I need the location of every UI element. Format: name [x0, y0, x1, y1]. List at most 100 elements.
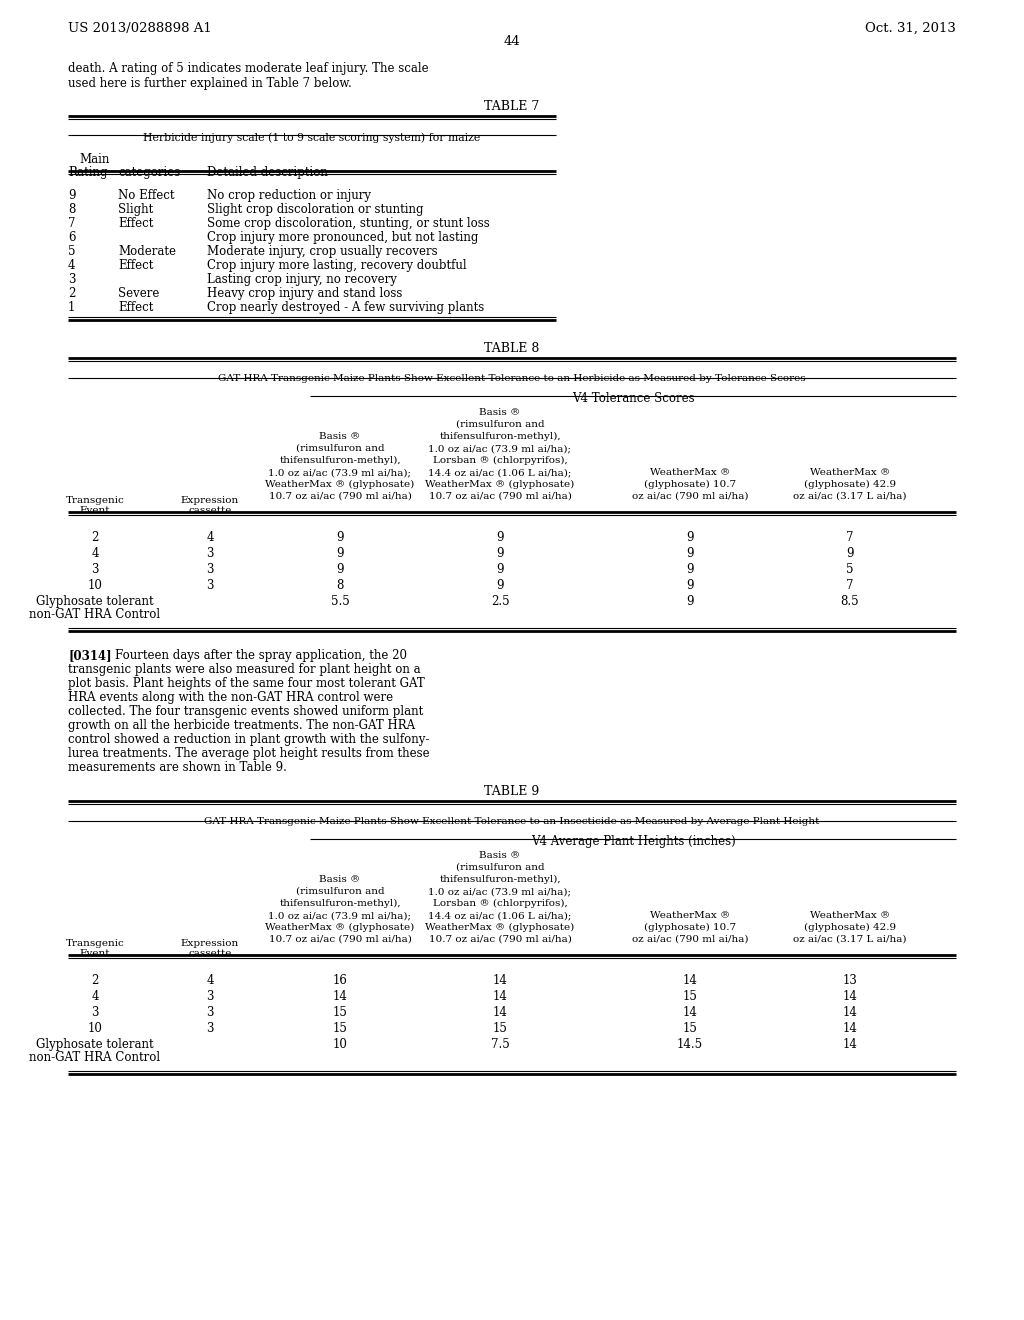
Text: 3: 3 [91, 564, 98, 576]
Text: 14: 14 [843, 990, 857, 1003]
Text: 13: 13 [843, 974, 857, 987]
Text: oz ai/ac (790 ml ai/ha): oz ai/ac (790 ml ai/ha) [632, 492, 749, 502]
Text: Basis ®: Basis ® [479, 851, 520, 861]
Text: thifensulfuron-methyl),: thifensulfuron-methyl), [439, 432, 561, 441]
Text: 3: 3 [206, 579, 214, 591]
Text: 10.7 oz ai/ac (790 ml ai/ha): 10.7 oz ai/ac (790 ml ai/ha) [268, 492, 412, 502]
Text: 7: 7 [68, 216, 76, 230]
Text: 1.0 oz ai/ac (73.9 ml ai/ha);: 1.0 oz ai/ac (73.9 ml ai/ha); [428, 444, 571, 453]
Text: cassette: cassette [188, 949, 231, 958]
Text: 14: 14 [683, 974, 697, 987]
Text: 15: 15 [333, 1006, 347, 1019]
Text: WeatherMax ® (glyphosate): WeatherMax ® (glyphosate) [425, 923, 574, 932]
Text: Crop injury more lasting, recovery doubtful: Crop injury more lasting, recovery doubt… [207, 259, 467, 272]
Text: Slight: Slight [118, 203, 154, 216]
Text: Some crop discoloration, stunting, or stunt loss: Some crop discoloration, stunting, or st… [207, 216, 489, 230]
Text: 44: 44 [504, 36, 520, 48]
Text: non-GAT HRA Control: non-GAT HRA Control [30, 1051, 161, 1064]
Text: 15: 15 [493, 1022, 508, 1035]
Text: Event: Event [80, 506, 111, 515]
Text: Fourteen days after the spray application, the 20: Fourteen days after the spray applicatio… [115, 649, 407, 663]
Text: 9: 9 [686, 579, 693, 591]
Text: thifensulfuron-methyl),: thifensulfuron-methyl), [439, 875, 561, 884]
Text: GAT HRA Transgenic Maize Plants Show Excellent Tolerance to an Herbicide as Meas: GAT HRA Transgenic Maize Plants Show Exc… [218, 374, 806, 383]
Text: 2: 2 [91, 974, 98, 987]
Text: 10.7 oz ai/ac (790 ml ai/ha): 10.7 oz ai/ac (790 ml ai/ha) [429, 492, 571, 502]
Text: 14.4 oz ai/ac (1.06 L ai/ha);: 14.4 oz ai/ac (1.06 L ai/ha); [428, 469, 571, 477]
Text: thifensulfuron-methyl),: thifensulfuron-methyl), [280, 899, 400, 908]
Text: US 2013/0288898 A1: US 2013/0288898 A1 [68, 22, 212, 36]
Text: Basis ®: Basis ® [479, 408, 520, 417]
Text: Expression: Expression [181, 939, 240, 948]
Text: WeatherMax ®: WeatherMax ® [650, 469, 730, 477]
Text: 14: 14 [843, 1038, 857, 1051]
Text: 14: 14 [333, 990, 347, 1003]
Text: WeatherMax ® (glyphosate): WeatherMax ® (glyphosate) [265, 923, 415, 932]
Text: control showed a reduction in plant growth with the sulfony-: control showed a reduction in plant grow… [68, 733, 429, 746]
Text: 14.5: 14.5 [677, 1038, 703, 1051]
Text: 9: 9 [497, 564, 504, 576]
Text: Transgenic: Transgenic [66, 496, 124, 506]
Text: (glyphosate) 10.7: (glyphosate) 10.7 [644, 923, 736, 932]
Text: TABLE 9: TABLE 9 [484, 785, 540, 799]
Text: Oct. 31, 2013: Oct. 31, 2013 [865, 22, 956, 36]
Text: 8.5: 8.5 [841, 595, 859, 609]
Text: No crop reduction or injury: No crop reduction or injury [207, 189, 371, 202]
Text: (glyphosate) 10.7: (glyphosate) 10.7 [644, 480, 736, 490]
Text: Transgenic: Transgenic [66, 939, 124, 948]
Text: Main: Main [80, 153, 111, 166]
Text: 5.5: 5.5 [331, 595, 349, 609]
Text: 15: 15 [683, 1022, 697, 1035]
Text: growth on all the herbicide treatments. The non-GAT HRA: growth on all the herbicide treatments. … [68, 719, 415, 733]
Text: 2.5: 2.5 [490, 595, 509, 609]
Text: 4: 4 [91, 990, 98, 1003]
Text: 7.5: 7.5 [490, 1038, 509, 1051]
Text: 16: 16 [333, 974, 347, 987]
Text: 9: 9 [686, 531, 693, 544]
Text: 3: 3 [91, 1006, 98, 1019]
Text: Lasting crop injury, no recovery: Lasting crop injury, no recovery [207, 273, 397, 286]
Text: No Effect: No Effect [118, 189, 174, 202]
Text: V4 Average Plant Heights (inches): V4 Average Plant Heights (inches) [530, 836, 735, 847]
Text: 9: 9 [846, 546, 854, 560]
Text: Heavy crop injury and stand loss: Heavy crop injury and stand loss [207, 286, 402, 300]
Text: 4: 4 [91, 546, 98, 560]
Text: 3: 3 [68, 273, 76, 286]
Text: 14: 14 [493, 1006, 508, 1019]
Text: 6: 6 [68, 231, 76, 244]
Text: HRA events along with the non-GAT HRA control were: HRA events along with the non-GAT HRA co… [68, 690, 393, 704]
Text: [0314]: [0314] [68, 649, 112, 663]
Text: oz ai/ac (3.17 L ai/ha): oz ai/ac (3.17 L ai/ha) [794, 935, 906, 944]
Text: Glyphosate tolerant: Glyphosate tolerant [36, 595, 154, 609]
Text: 9: 9 [686, 546, 693, 560]
Text: 9: 9 [497, 531, 504, 544]
Text: (rimsulfuron and: (rimsulfuron and [296, 887, 384, 896]
Text: 5: 5 [68, 246, 76, 257]
Text: 10: 10 [88, 1022, 102, 1035]
Text: GAT HRA Transgenic Maize Plants Show Excellent Tolerance to an Insecticide as Me: GAT HRA Transgenic Maize Plants Show Exc… [205, 817, 819, 826]
Text: WeatherMax ®: WeatherMax ® [650, 911, 730, 920]
Text: 9: 9 [686, 595, 693, 609]
Text: 10: 10 [333, 1038, 347, 1051]
Text: 1.0 oz ai/ac (73.9 ml ai/ha);: 1.0 oz ai/ac (73.9 ml ai/ha); [268, 469, 412, 477]
Text: (rimsulfuron and: (rimsulfuron and [456, 863, 545, 873]
Text: 14: 14 [493, 974, 508, 987]
Text: 3: 3 [206, 1006, 214, 1019]
Text: Effect: Effect [118, 259, 154, 272]
Text: 4: 4 [206, 974, 214, 987]
Text: Glyphosate tolerant: Glyphosate tolerant [36, 1038, 154, 1051]
Text: non-GAT HRA Control: non-GAT HRA Control [30, 609, 161, 620]
Text: 3: 3 [206, 546, 214, 560]
Text: Slight crop discoloration or stunting: Slight crop discoloration or stunting [207, 203, 424, 216]
Text: plot basis. Plant heights of the same four most tolerant GAT: plot basis. Plant heights of the same fo… [68, 677, 425, 690]
Text: 9: 9 [336, 531, 344, 544]
Text: 8: 8 [336, 579, 344, 591]
Text: Herbicide injury scale (1 to 9 scale scoring system) for maize: Herbicide injury scale (1 to 9 scale sco… [143, 132, 480, 143]
Text: thifensulfuron-methyl),: thifensulfuron-methyl), [280, 455, 400, 465]
Text: 5: 5 [846, 564, 854, 576]
Text: 14.4 oz ai/ac (1.06 L ai/ha);: 14.4 oz ai/ac (1.06 L ai/ha); [428, 911, 571, 920]
Text: 2: 2 [68, 286, 76, 300]
Text: 14: 14 [493, 990, 508, 1003]
Text: used here is further explained in Table 7 below.: used here is further explained in Table … [68, 77, 352, 90]
Text: 9: 9 [497, 579, 504, 591]
